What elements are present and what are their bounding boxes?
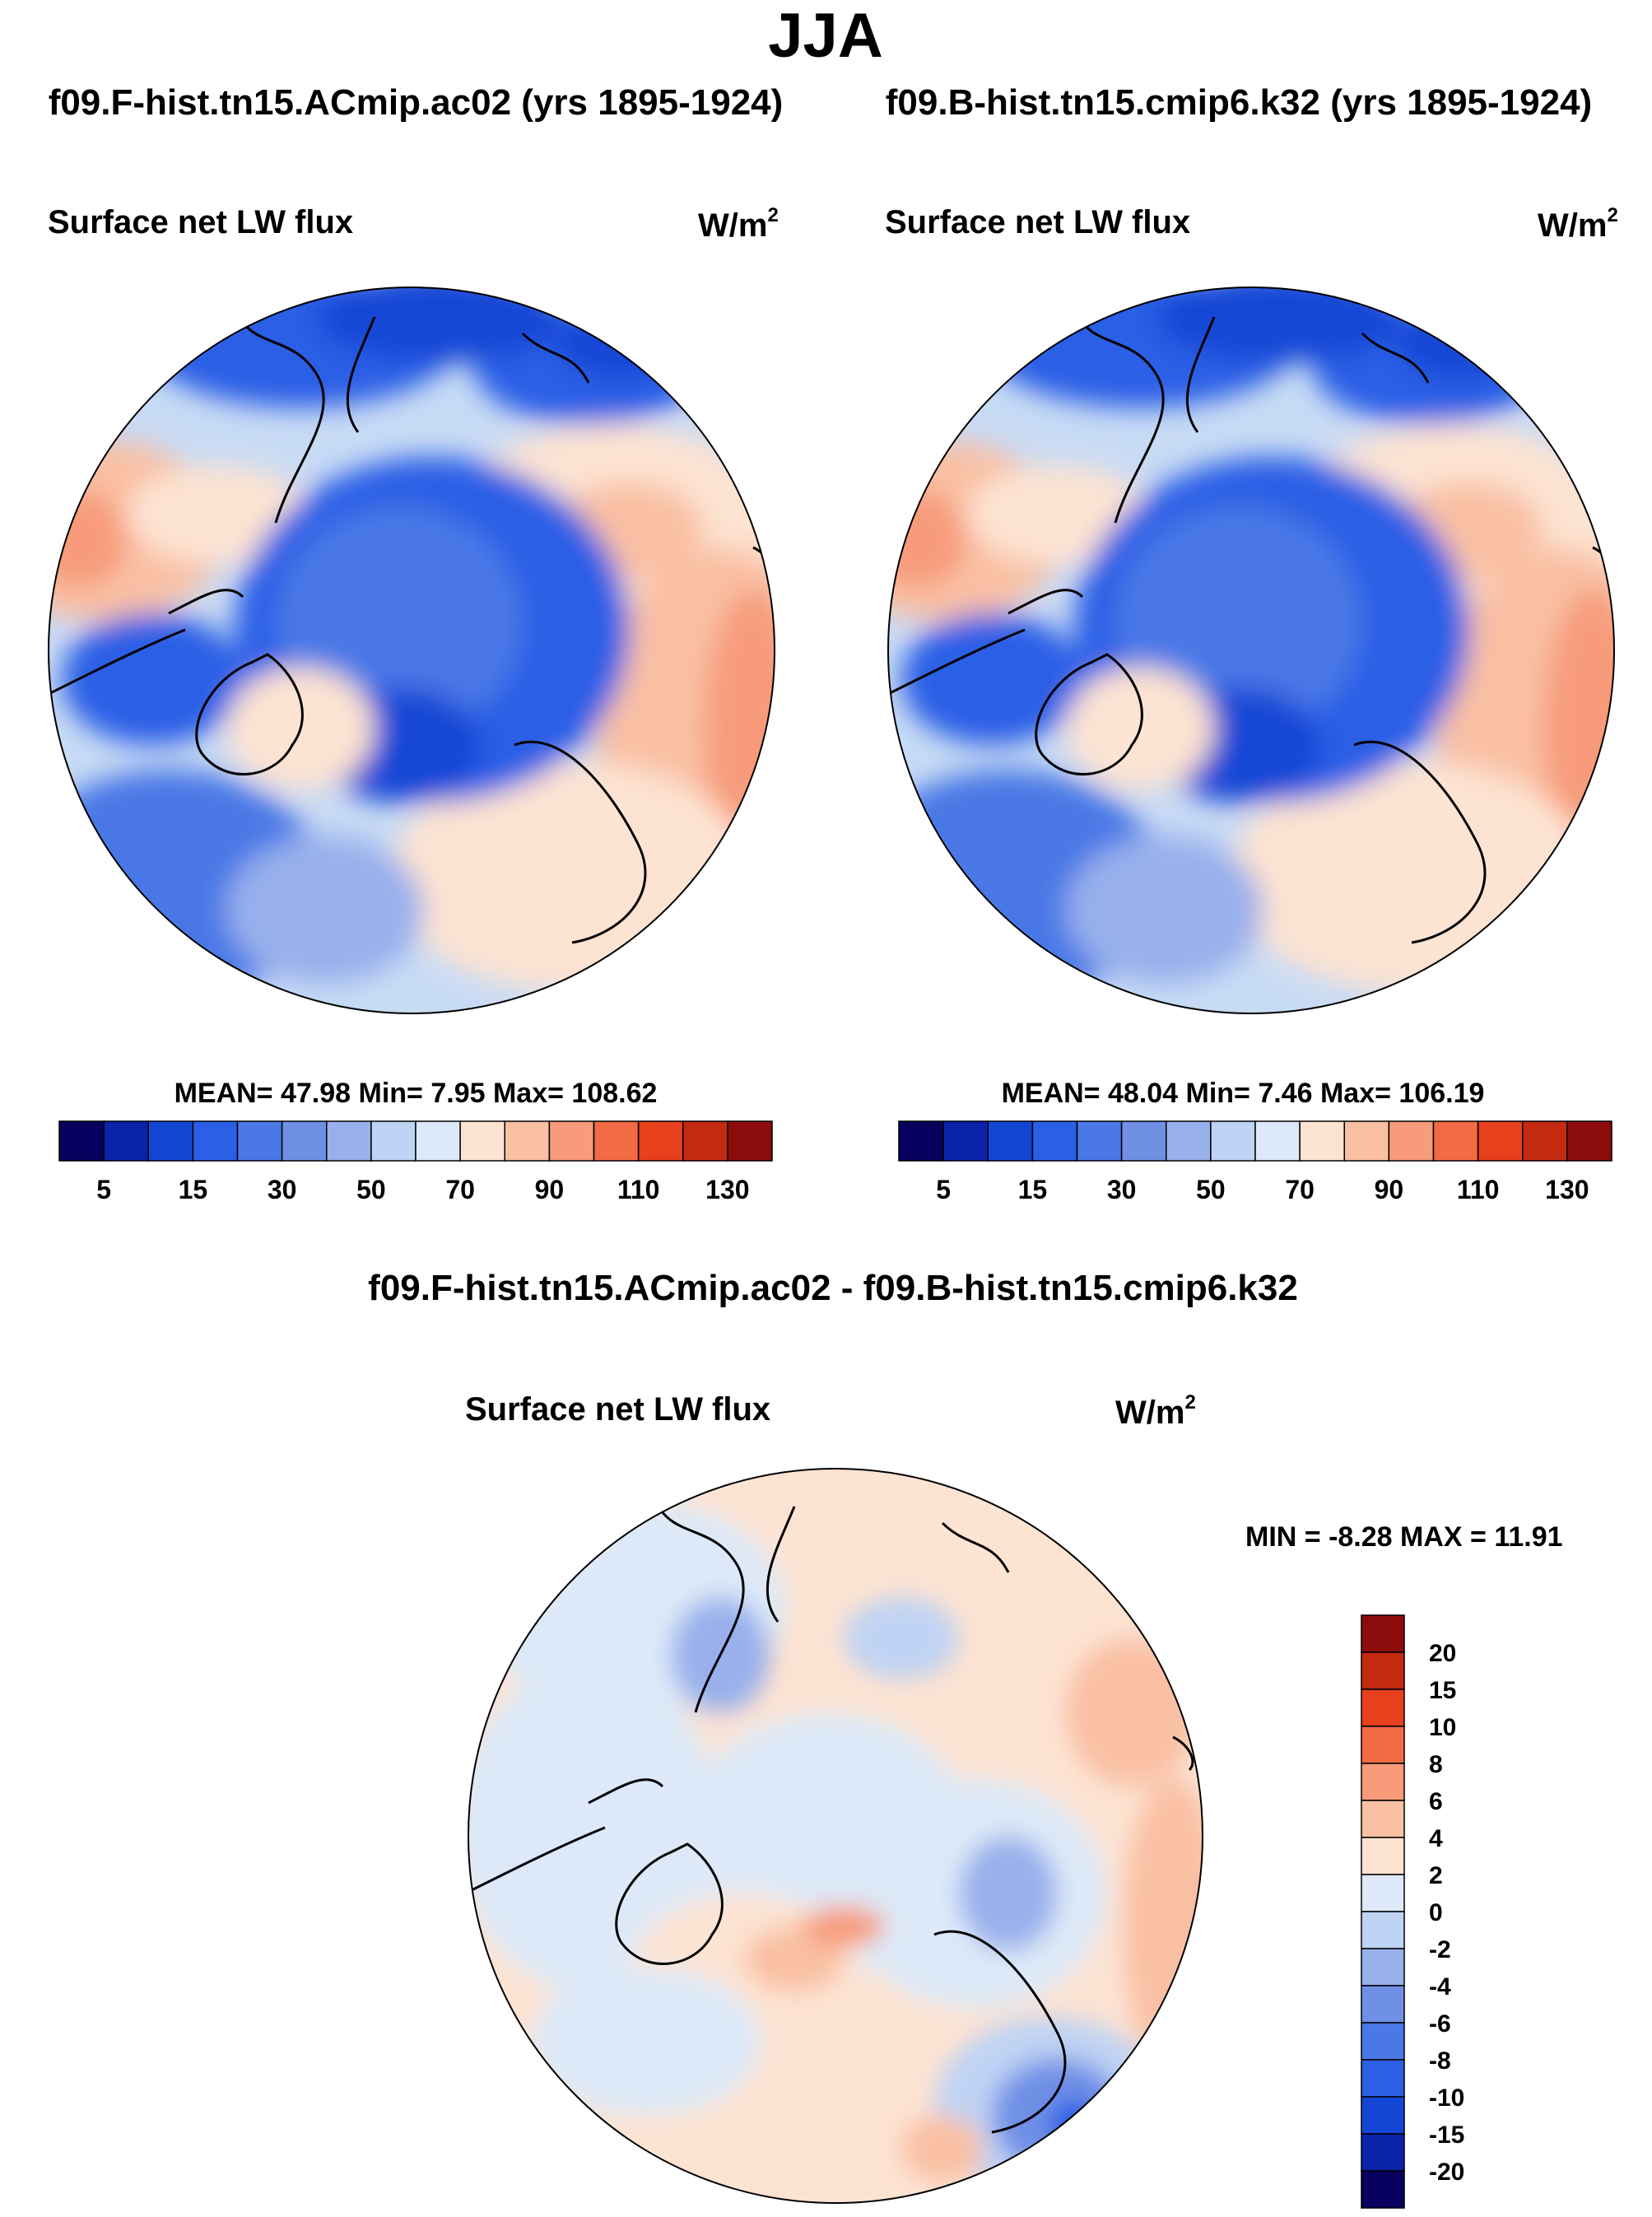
colorbar-tick-label: 130 [1545, 1175, 1589, 1204]
colorbar-swatch [1361, 2022, 1405, 2061]
colorbar-tick-label: -15 [1429, 2122, 1464, 2149]
colorbar-swatch [1361, 2133, 1405, 2172]
colorbar-swatch [1361, 1763, 1405, 1801]
colorbar-swatch [1299, 1120, 1345, 1162]
left-run-title: f09.F-hist.tn15.ACmip.ac02 (yrs 1895-192… [48, 82, 784, 123]
colorbar-swatch [281, 1120, 328, 1162]
diff-panel-title: Surface net LW flux [465, 1391, 771, 1428]
colorbar-tick-label: 30 [1107, 1175, 1137, 1204]
right-polar-map [887, 286, 1615, 1014]
colorbar-swatch [504, 1120, 551, 1162]
colorbar-tick-label: 2 [1429, 1862, 1443, 1889]
colorbar-tick-label: 8 [1429, 1751, 1443, 1778]
left-colorbar: 5 15 30 50 70 90 110 130 [58, 1120, 773, 1204]
colorbar-tick-label: 15 [179, 1175, 208, 1204]
colorbar-tick-label: 90 [1375, 1175, 1404, 1204]
difference-polar-map [468, 1468, 1203, 2204]
colorbar-swatch [1361, 1726, 1405, 1764]
colorbar-swatch [1031, 1120, 1078, 1162]
colorbar-swatch [415, 1120, 461, 1162]
colorbar-tick-label: 15 [1018, 1175, 1048, 1204]
colorbar-tick-label: 130 [705, 1175, 749, 1204]
colorbar-swatch [1566, 1120, 1612, 1162]
season-title: JJA [768, 1, 883, 71]
diff-min-max: MIN = -8.28 MAX = 11.91 [1245, 1521, 1563, 1553]
colorbar-swatch [1210, 1120, 1256, 1162]
colorbar-swatch [1361, 2096, 1405, 2135]
colorbar-swatch [147, 1120, 194, 1162]
colorbar-tick-label: 70 [445, 1175, 475, 1204]
colorbar-swatch [593, 1120, 640, 1162]
colorbar-swatch [548, 1120, 595, 1162]
colorbar-swatch [942, 1120, 989, 1162]
colorbar-swatch [1432, 1120, 1479, 1162]
colorbar-swatch [898, 1120, 944, 1162]
colorbar-tick-label: -20 [1429, 2159, 1464, 2186]
colorbar-swatch [1522, 1120, 1568, 1162]
colorbar-swatch [326, 1120, 372, 1162]
colorbar-swatch [103, 1120, 149, 1162]
colorbar-tick-label: -10 [1429, 2084, 1464, 2112]
colorbar-swatch [1361, 1874, 1405, 1912]
colorbar-tick-label: -8 [1429, 2047, 1451, 2075]
colorbar-swatch [1361, 1837, 1405, 1875]
colorbar-tick-label: 90 [535, 1175, 565, 1204]
colorbar-swatch [236, 1120, 283, 1162]
colorbar-swatch [682, 1120, 728, 1162]
colorbar-tick-label: 20 [1429, 1640, 1456, 1667]
right-run-title: f09.B-hist.tn15.cmip6.k32 (yrs 1895-1924… [885, 82, 1593, 123]
colorbar-swatch [192, 1120, 239, 1162]
colorbar-swatch [58, 1120, 105, 1162]
colorbar-swatch [1361, 2059, 1405, 2098]
colorbar-swatch [987, 1120, 1034, 1162]
colorbar-swatch [1361, 1985, 1405, 2024]
colorbar-swatch [1120, 1120, 1167, 1162]
colorbar-swatch [459, 1120, 505, 1162]
right-panel-units: W/m2 [1538, 204, 1618, 244]
left-polar-map [48, 286, 775, 1014]
colorbar-swatch [637, 1120, 684, 1162]
colorbar-tick-label: 50 [1196, 1175, 1226, 1204]
colorbar-swatch [1361, 1651, 1405, 1690]
colorbar-swatch [1076, 1120, 1123, 1162]
colorbar-swatch [1361, 1688, 1405, 1727]
colorbar-tick-label: 5 [936, 1175, 951, 1204]
colorbar-tick-label: 15 [1429, 1677, 1456, 1704]
right-colorbar: 5 15 30 50 70 90 110 130 [898, 1120, 1612, 1204]
colorbar-swatch [727, 1120, 773, 1162]
colorbar-swatch [1343, 1120, 1390, 1162]
colorbar-swatch [1254, 1120, 1301, 1162]
difference-title: f09.F-hist.tn15.ACmip.ac02 - f09.B-hist.… [368, 1268, 1298, 1308]
colorbar-swatch [1166, 1120, 1212, 1162]
colorbar-tick-label: 10 [1429, 1714, 1456, 1741]
colorbar-tick-label: 70 [1285, 1175, 1315, 1204]
colorbar-tick-label: 0 [1429, 1899, 1443, 1926]
colorbar-tick-label: 4 [1429, 1825, 1443, 1852]
diff-panel-units: W/m2 [1115, 1391, 1196, 1431]
colorbar-tick-label: 50 [356, 1175, 386, 1204]
colorbar-swatch [1477, 1120, 1524, 1162]
right-panel-title: Surface net LW flux [885, 204, 1191, 240]
colorbar-tick-label: -2 [1429, 1936, 1451, 1963]
colorbar-swatch [370, 1120, 416, 1162]
colorbar-swatch [1388, 1120, 1435, 1162]
left-panel-units: W/m2 [698, 204, 779, 244]
colorbar-tick-label: 30 [268, 1175, 297, 1204]
colorbar-tick-label: -4 [1429, 1973, 1451, 2000]
colorbar-swatch [1361, 1614, 1405, 1653]
left-panel-title: Surface net LW flux [48, 204, 354, 240]
colorbar-tick-label: 6 [1429, 1788, 1443, 1815]
colorbar-tick-label: 110 [1457, 1175, 1500, 1204]
colorbar-tick-label: 110 [617, 1175, 660, 1204]
colorbar-swatch [1361, 1948, 1405, 1986]
right-panel-stats: MEAN= 48.04 Min= 7.46 Max= 106.19 [1001, 1078, 1485, 1109]
colorbar-tick-label: -6 [1429, 2010, 1451, 2038]
colorbar-swatch [1361, 2170, 1405, 2209]
colorbar-swatch [1361, 1800, 1405, 1838]
left-panel-stats: MEAN= 47.98 Min= 7.95 Max= 108.62 [174, 1078, 658, 1109]
colorbar-swatch [1361, 1911, 1405, 1949]
colorbar-tick-label: 5 [96, 1175, 111, 1204]
